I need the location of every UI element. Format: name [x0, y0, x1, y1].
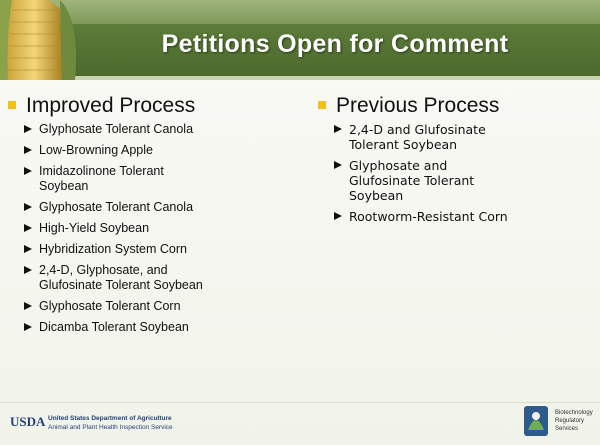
- list-item: Imidazolinone Tolerant Soybean: [22, 164, 308, 194]
- brs-name: Biotechnology Regulatory Services: [555, 409, 593, 433]
- usda-logo: USDA: [10, 414, 45, 430]
- slide-title: Petitions Open for Comment: [80, 30, 590, 59]
- list-item: Dicamba Tolerant Soybean: [22, 320, 308, 335]
- column: Previous Process 2,4-D and Glufosinate To…: [318, 94, 588, 230]
- brs-line: Regulatory: [555, 417, 593, 425]
- list-item: 2,4-D and Glufosinate Tolerant Soybean: [332, 122, 588, 152]
- list-item: Glyphosate Tolerant Canola: [22, 200, 308, 215]
- list-item: Hybridization System Corn: [22, 242, 308, 257]
- header-band-top: [0, 0, 600, 24]
- brs-line: Biotechnology: [555, 409, 593, 417]
- list-item: Glyphosate Tolerant Corn: [22, 299, 308, 314]
- list-item: High-Yield Soybean: [22, 221, 308, 236]
- header-rule: [0, 76, 600, 80]
- column: Improved Process Glyphosate Tolerant Cano…: [8, 94, 308, 341]
- slide: Petitions Open for Comment Improved Proc…: [0, 0, 600, 445]
- brs-logo: [522, 404, 550, 438]
- brs-line: Services: [555, 425, 593, 433]
- footer-rule: [0, 402, 600, 403]
- agency-line: Animal and Plant Health Inspection Servi…: [48, 423, 173, 432]
- list-item: Low-Browning Apple: [22, 143, 308, 158]
- column-heading: Previous Process: [318, 94, 588, 118]
- list-item: Glyphosate and Glufosinate Tolerant Soyb…: [332, 158, 588, 203]
- agency-name: United States Department of Agriculture …: [48, 414, 173, 432]
- list-item: 2,4-D, Glyphosate, and Glufosinate Toler…: [22, 263, 308, 293]
- list-item: Glyphosate Tolerant Canola: [22, 122, 308, 137]
- list-item: Rootworm-Resistant Corn: [332, 209, 588, 224]
- column-heading: Improved Process: [8, 94, 308, 118]
- agency-line: United States Department of Agriculture: [48, 414, 173, 423]
- corn-image: [0, 0, 90, 80]
